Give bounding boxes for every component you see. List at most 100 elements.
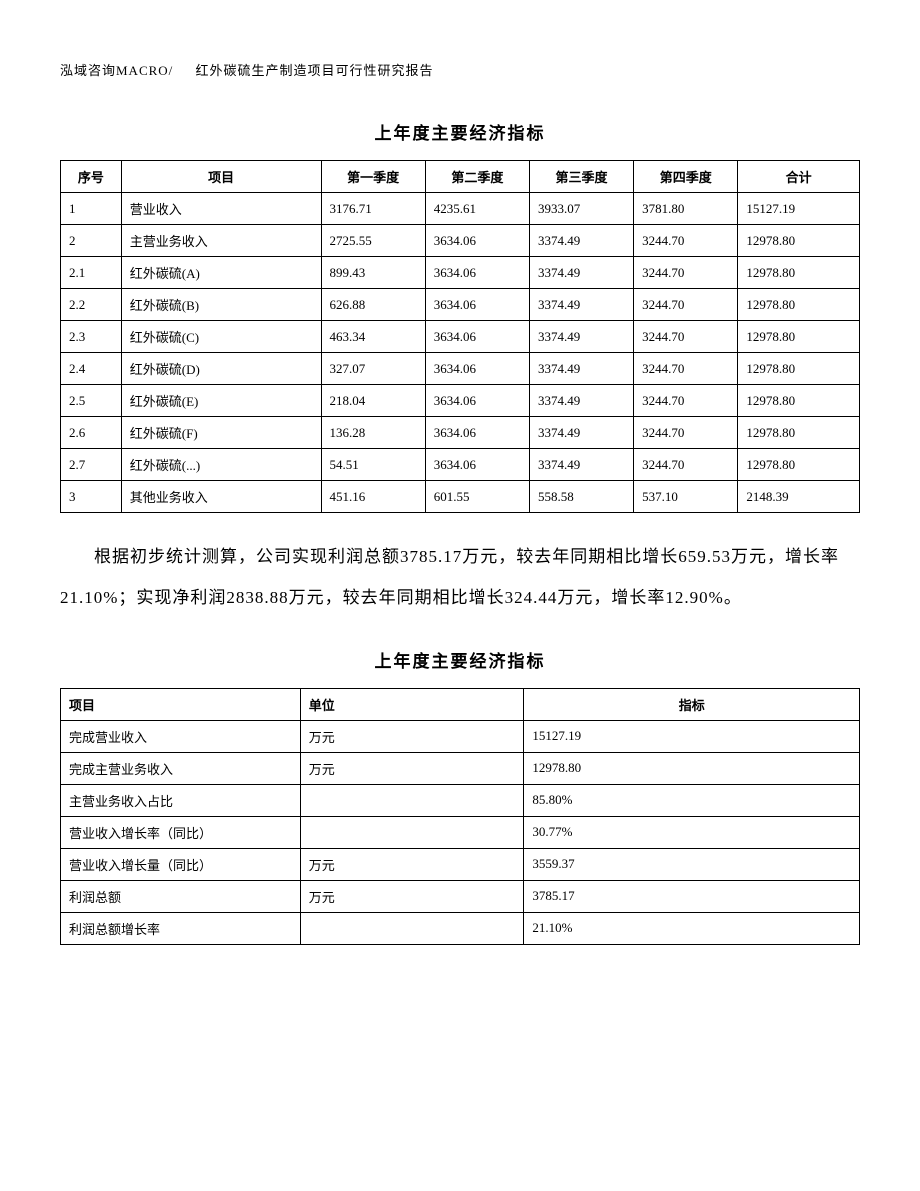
table-cell: 3374.49 [529,353,633,385]
table-cell [300,816,524,848]
col-q1: 第一季度 [321,161,425,193]
table-cell: 3634.06 [425,449,529,481]
table-cell: 2148.39 [738,481,860,513]
table-cell: 3176.71 [321,193,425,225]
table-cell: 463.34 [321,321,425,353]
table-cell: 3634.06 [425,257,529,289]
table-cell: 2.2 [61,289,122,321]
table-cell: 54.51 [321,449,425,481]
table-row: 2.1红外碳硫(A)899.433634.063374.493244.70129… [61,257,860,289]
table-row: 2.6红外碳硫(F)136.283634.063374.493244.70129… [61,417,860,449]
col-item: 项目 [121,161,321,193]
economic-indicators-table-2: 项目 单位 指标 完成营业收入万元15127.19完成主营业务收入万元12978… [60,688,860,945]
table-cell: 3374.49 [529,417,633,449]
table-row: 2.4红外碳硫(D)327.073634.063374.493244.70129… [61,353,860,385]
table-row: 利润总额万元3785.17 [61,880,860,912]
table-cell: 营业收入增长量（同比） [61,848,301,880]
table-row: 1营业收入3176.714235.613933.073781.8015127.1… [61,193,860,225]
table-cell: 3374.49 [529,257,633,289]
table-cell: 327.07 [321,353,425,385]
table-cell [300,784,524,816]
table-cell: 红外碳硫(E) [121,385,321,417]
table-cell: 601.55 [425,481,529,513]
table-row: 营业收入增长量（同比）万元3559.37 [61,848,860,880]
table-cell: 3374.49 [529,225,633,257]
table-cell: 3933.07 [529,193,633,225]
table-cell: 626.88 [321,289,425,321]
table-row: 2.2红外碳硫(B)626.883634.063374.493244.70129… [61,289,860,321]
table-cell: 万元 [300,880,524,912]
table-cell: 4235.61 [425,193,529,225]
section1-title: 上年度主要经济指标 [60,119,860,144]
table-cell: 12978.80 [738,449,860,481]
table-cell: 218.04 [321,385,425,417]
table-row: 2.7红外碳硫(...)54.513634.063374.493244.7012… [61,449,860,481]
table-cell: 红外碳硫(A) [121,257,321,289]
table-cell: 21.10% [524,912,860,944]
table-cell: 2725.55 [321,225,425,257]
col-indicator: 指标 [524,688,860,720]
table-cell: 其他业务收入 [121,481,321,513]
table-cell: 3634.06 [425,353,529,385]
table-cell: 12978.80 [738,321,860,353]
table-cell: 3374.49 [529,449,633,481]
table-cell: 3244.70 [634,385,738,417]
table-cell: 万元 [300,848,524,880]
table-cell: 3634.06 [425,225,529,257]
table-cell: 3374.49 [529,289,633,321]
table-cell: 红外碳硫(D) [121,353,321,385]
table-cell: 3244.70 [634,449,738,481]
table-row: 完成主营业务收入万元12978.80 [61,752,860,784]
table-cell: 136.28 [321,417,425,449]
table-cell: 899.43 [321,257,425,289]
table-cell: 营业收入增长率（同比） [61,816,301,848]
table-cell: 1 [61,193,122,225]
table-cell: 红外碳硫(C) [121,321,321,353]
table-cell: 30.77% [524,816,860,848]
table-row: 2.3红外碳硫(C)463.343634.063374.493244.70129… [61,321,860,353]
section2-title: 上年度主要经济指标 [60,647,860,672]
table-cell: 2.5 [61,385,122,417]
table-cell: 3 [61,481,122,513]
table-cell: 15127.19 [738,193,860,225]
table-cell: 2.4 [61,353,122,385]
table-header-row: 序号 项目 第一季度 第二季度 第三季度 第四季度 合计 [61,161,860,193]
table-row: 营业收入增长率（同比） 30.77% [61,816,860,848]
economic-indicators-table-1: 序号 项目 第一季度 第二季度 第三季度 第四季度 合计 1营业收入3176.7… [60,160,860,513]
table-cell: 12978.80 [738,417,860,449]
table-cell: 红外碳硫(F) [121,417,321,449]
table-cell: 3785.17 [524,880,860,912]
table-cell: 红外碳硫(...) [121,449,321,481]
table-cell: 12978.80 [524,752,860,784]
table-cell: 3634.06 [425,321,529,353]
table-cell: 主营业务收入 [121,225,321,257]
summary-paragraph: 根据初步统计测算，公司实现利润总额3785.17万元，较去年同期相比增长659.… [60,537,860,619]
table-cell: 完成主营业务收入 [61,752,301,784]
col-q3: 第三季度 [529,161,633,193]
table-cell: 12978.80 [738,353,860,385]
table-cell: 营业收入 [121,193,321,225]
page-header: 泓域咨询MACRO/ 红外碳硫生产制造项目可行性研究报告 [60,60,860,79]
col-seq: 序号 [61,161,122,193]
table-cell: 3634.06 [425,385,529,417]
table-row: 2.5红外碳硫(E)218.043634.063374.493244.70129… [61,385,860,417]
table-cell: 3374.49 [529,321,633,353]
col-q4: 第四季度 [634,161,738,193]
table-cell: 利润总额 [61,880,301,912]
table-row: 主营业务收入占比85.80% [61,784,860,816]
table-cell: 3244.70 [634,417,738,449]
table-cell: 537.10 [634,481,738,513]
col-unit: 单位 [300,688,524,720]
table-cell: 558.58 [529,481,633,513]
table-cell: 15127.19 [524,720,860,752]
table-row: 3其他业务收入451.16601.55558.58537.102148.39 [61,481,860,513]
table-cell: 3244.70 [634,321,738,353]
table-cell: 3559.37 [524,848,860,880]
table-cell: 利润总额增长率 [61,912,301,944]
table-cell: 3781.80 [634,193,738,225]
table-cell: 完成营业收入 [61,720,301,752]
header-doc-title: 红外碳硫生产制造项目可行性研究报告 [196,63,434,78]
table-cell: 2 [61,225,122,257]
table-cell: 2.1 [61,257,122,289]
table-cell: 12978.80 [738,385,860,417]
